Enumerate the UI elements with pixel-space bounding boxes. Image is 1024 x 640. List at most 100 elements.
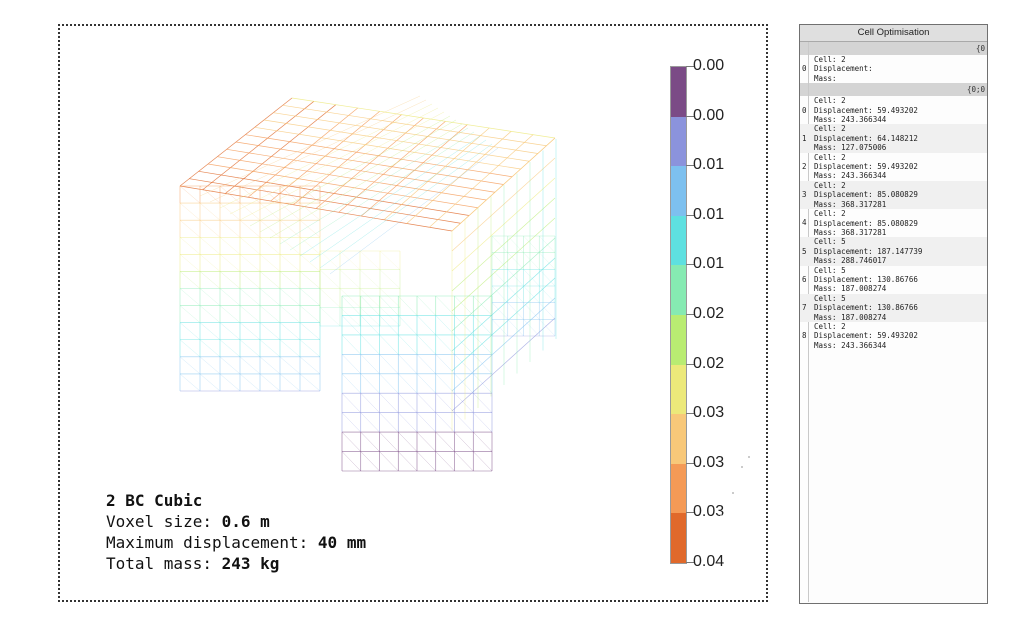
list-item: 0 Cell: 2 Displacement: Mass: xyxy=(800,55,987,83)
legend-color-segment xyxy=(671,215,686,266)
legend-color-segment xyxy=(671,315,686,366)
legend-tick xyxy=(686,512,694,514)
total-mass-label: Total mass: xyxy=(106,554,222,573)
item-line: Displacement: 85.080829 xyxy=(814,218,918,228)
legend-color-segment xyxy=(671,265,686,316)
item-line: Displacement: 130.86766 xyxy=(814,274,918,284)
item-line: Displacement: 64.148212 xyxy=(814,133,918,143)
results-list: 0 Cell: 2 Displacement: 59.493202 Mass: 243… xyxy=(800,96,987,350)
item-line: Cell: 5 xyxy=(814,237,846,247)
panel-title: Cell Optimisation xyxy=(800,25,987,42)
legend-color-segment xyxy=(671,364,686,415)
total-mass-value: 243 kg xyxy=(221,554,280,573)
branch-path-1[interactable]: {0 xyxy=(800,42,987,55)
list-item: 2 Cell: 2 Displacement: 59.493202 Mass: 243… xyxy=(800,153,987,181)
item-line: Cell: 2 xyxy=(814,96,846,106)
item-index: 0 xyxy=(802,105,807,115)
legend-tick-label: 0.03 xyxy=(693,453,725,471)
legend-color-segment xyxy=(671,116,686,167)
item-line: Mass: 368.317281 xyxy=(814,227,887,237)
item-line: Cell: 5 xyxy=(814,293,846,303)
item-index: 1 xyxy=(802,133,807,143)
item-line: Mass: 243.366344 xyxy=(814,340,887,350)
item-line: Cell: 2 xyxy=(814,152,846,162)
legend-color-segment xyxy=(671,463,686,514)
voxel-size-label: Voxel size: xyxy=(106,512,222,531)
legend-tick xyxy=(686,165,694,167)
legend-tick-label: 0.00 xyxy=(693,106,725,124)
item-line: Mass: 368.317281 xyxy=(814,199,887,209)
legend-tick-label: 0.03 xyxy=(693,404,725,422)
legend-tick-label: 0.01 xyxy=(693,255,725,273)
list-item: 7 Cell: 5 Displacement: 130.86766 Mass: 187… xyxy=(800,293,987,322)
legend-tick xyxy=(686,115,694,117)
item-index: 8 xyxy=(802,331,807,341)
max-displacement-value: 40 mm xyxy=(317,533,367,552)
legend-color-segment xyxy=(671,513,686,564)
item-line: Cell: 2 xyxy=(814,55,846,64)
cell-optimisation-panel[interactable]: Cell Optimisation {0 0 Cell: 2 Displacem… xyxy=(799,24,988,604)
item-line: Displacement: 130.86766 xyxy=(814,303,918,313)
list-item: 5 Cell: 5 Displacement: 187.147739 Mass: 28… xyxy=(800,237,987,266)
legend-tick xyxy=(686,462,694,464)
branch-path-2[interactable]: {0;0 xyxy=(800,83,987,97)
item-index: 4 xyxy=(802,218,807,228)
max-displacement-label: Maximum displacement: xyxy=(106,533,318,552)
legend-tick-label: 0.04 xyxy=(693,553,725,570)
color-legend-bar xyxy=(670,66,687,564)
item-index: 7 xyxy=(802,303,807,313)
3d-viewport[interactable]: 2 BC Cubic Voxel size: 0.6 m Maximum dis… xyxy=(58,24,768,602)
legend-tick xyxy=(686,66,694,67)
item-line: Cell: 2 xyxy=(814,321,846,331)
legend-tick-label: 0.01 xyxy=(693,156,725,174)
model-title: 2 BC Cubic xyxy=(106,491,203,510)
viewport-artifact xyxy=(741,466,743,468)
item-line: Displacement: 59.493202 xyxy=(814,331,918,341)
item-line: Displacement: 59.493202 xyxy=(814,105,918,115)
item-index: 3 xyxy=(802,190,807,200)
item-index: 0 xyxy=(802,64,807,74)
item-line: Cell: 2 xyxy=(814,209,846,219)
item-line: Displacement: 59.493202 xyxy=(814,162,918,172)
lattice-structure-render xyxy=(179,95,557,472)
list-item: 1 Cell: 2 Displacement: 64.148212 Mass: 127… xyxy=(800,124,987,153)
legend-color-segment xyxy=(671,166,686,217)
item-line: Cell: 2 xyxy=(814,124,846,134)
legend-tick xyxy=(686,264,694,266)
list-item: 8 Cell: 2 Displacement: 59.493202 Mass: 243… xyxy=(800,322,987,350)
item-line: Mass: xyxy=(814,73,837,83)
legend-tick-label: 0.02 xyxy=(693,354,725,372)
item-line: Mass: 127.075006 xyxy=(814,143,887,153)
viewport-artifact xyxy=(720,514,722,516)
legend-tick xyxy=(686,562,694,563)
item-line: Mass: 243.366344 xyxy=(814,171,887,181)
legend-color-segment xyxy=(671,67,686,118)
panel-index-rail xyxy=(808,42,809,602)
list-item: 6 Cell: 5 Displacement: 130.86766 Mass: 187… xyxy=(800,266,987,294)
model-info: 2 BC Cubic Voxel size: 0.6 m Maximum dis… xyxy=(106,490,366,574)
legend-tick xyxy=(686,413,694,415)
item-line: Cell: 5 xyxy=(814,265,846,275)
list-item: 0 Cell: 2 Displacement: 59.493202 Mass: 243… xyxy=(800,96,987,124)
item-line: Displacement: xyxy=(814,64,873,74)
item-line: Cell: 2 xyxy=(814,180,846,190)
item-index: 2 xyxy=(802,162,807,172)
legend-color-segment xyxy=(671,414,686,465)
legend-tick-label: 0.03 xyxy=(693,503,725,521)
legend-tick-label: 0.01 xyxy=(693,205,725,223)
legend-tick xyxy=(686,314,694,315)
item-index: 5 xyxy=(802,246,807,256)
legend-tick-label: 0.00 xyxy=(693,57,725,74)
item-line: Displacement: 187.147739 xyxy=(814,246,923,256)
viewport-artifact xyxy=(748,456,750,458)
legend-tick-label: 0.02 xyxy=(693,305,725,322)
legend-tick xyxy=(686,363,694,365)
item-index: 6 xyxy=(802,274,807,284)
legend-tick xyxy=(686,214,694,216)
item-line: Mass: 243.366344 xyxy=(814,115,887,125)
item-line: Mass: 187.008274 xyxy=(814,284,887,294)
item-line: Mass: 288.746017 xyxy=(814,256,887,266)
list-item: 4 Cell: 2 Displacement: 85.080829 Mass: 368… xyxy=(800,209,987,237)
voxel-size-value: 0.6 m xyxy=(221,512,270,531)
item-line: Displacement: 85.080829 xyxy=(814,190,918,200)
